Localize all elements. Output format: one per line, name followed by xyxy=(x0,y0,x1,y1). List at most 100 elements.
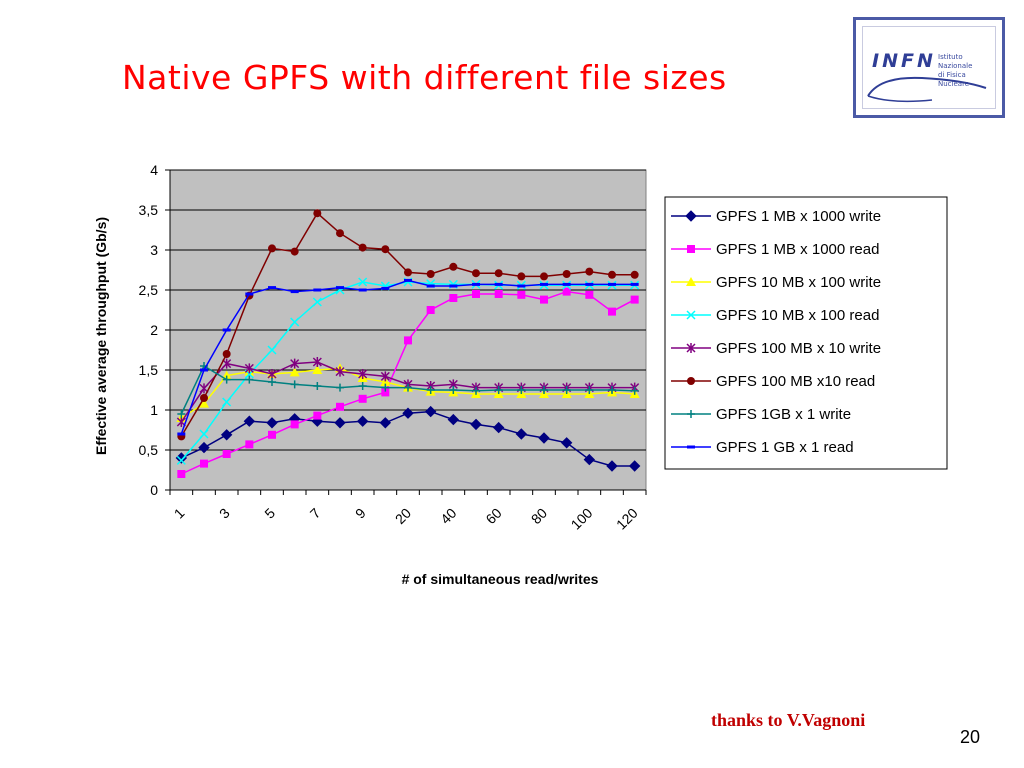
y-tick-label: 0,5 xyxy=(139,442,159,458)
data-point xyxy=(245,440,254,449)
data-point xyxy=(244,363,254,374)
data-point xyxy=(380,377,391,386)
data-point xyxy=(176,455,186,465)
legend-entry: GPFS 1 MB x 1000 write xyxy=(671,208,881,225)
data-point xyxy=(356,415,369,427)
data-point xyxy=(449,284,458,288)
data-point xyxy=(517,272,526,281)
data-point xyxy=(222,375,231,384)
data-point xyxy=(540,386,548,394)
data-point xyxy=(381,388,390,397)
y-tick-label: 1 xyxy=(150,402,158,418)
x-tick-label: 20 xyxy=(392,505,414,527)
legend-label: GPFS 100 MB x10 read xyxy=(716,373,875,390)
y-axis-label: Effective average throughput (Gb/s) xyxy=(93,217,109,455)
data-point-stroke xyxy=(267,345,277,355)
data-point xyxy=(472,290,480,298)
legend-marker xyxy=(686,343,696,353)
data-point xyxy=(222,358,232,369)
data-point xyxy=(540,272,548,281)
data-point xyxy=(220,429,233,441)
legend-entry: GPFS 1 GB x 1 read xyxy=(671,439,854,456)
data-point xyxy=(379,417,392,429)
data-point xyxy=(494,290,503,298)
data-point xyxy=(336,229,344,238)
data-point xyxy=(268,286,276,290)
data-point xyxy=(562,287,571,296)
data-point xyxy=(472,269,480,278)
data-point xyxy=(630,386,639,395)
legend-entry: GPFS 100 MB x 10 write xyxy=(671,340,881,357)
data-point xyxy=(312,365,323,374)
data-point xyxy=(336,286,344,290)
data-point xyxy=(358,288,367,292)
data-point xyxy=(245,292,254,296)
data-point xyxy=(290,247,299,256)
data-point xyxy=(313,288,322,292)
data-point xyxy=(540,295,548,304)
data-point-stroke xyxy=(312,297,322,307)
data-point xyxy=(177,470,186,478)
data-point xyxy=(560,437,573,449)
data-point xyxy=(494,386,503,394)
y-tick-label: 2,5 xyxy=(139,282,159,298)
y-tick-label: 2 xyxy=(150,322,158,338)
data-point xyxy=(267,369,277,379)
series-2 xyxy=(177,287,639,478)
data-point xyxy=(312,297,322,307)
legend-entry: GPFS 1GB x 1 write xyxy=(671,406,851,423)
legend-entry: GPFS 1 MB x 1000 read xyxy=(671,241,879,258)
data-point xyxy=(177,410,186,418)
data-point xyxy=(606,460,618,472)
page-number: 20 xyxy=(960,727,981,747)
data-point xyxy=(381,286,390,290)
data-point xyxy=(290,358,300,369)
data-point xyxy=(245,375,254,384)
data-point xyxy=(404,278,412,282)
data-point xyxy=(517,386,526,394)
data-point xyxy=(313,411,322,420)
data-point xyxy=(289,367,300,377)
data-point xyxy=(336,402,344,411)
legend-entry: GPFS 10 MB x 100 write xyxy=(671,274,881,291)
data-point xyxy=(494,282,503,286)
logo-text: INFN xyxy=(872,50,936,72)
data-point xyxy=(402,407,414,419)
data-point xyxy=(426,306,435,314)
legend-marker xyxy=(686,310,696,320)
data-point-stroke xyxy=(199,429,209,439)
data-point xyxy=(630,282,639,286)
data-point xyxy=(585,290,594,299)
data-point xyxy=(449,262,458,271)
slide-title: Native GPFS with different file sizes xyxy=(122,58,727,97)
data-point xyxy=(583,453,596,466)
data-point xyxy=(358,394,367,403)
data-point xyxy=(268,430,276,439)
data-point xyxy=(492,421,505,434)
y-tick-label: 3,5 xyxy=(139,202,159,218)
data-point xyxy=(290,380,299,389)
x-tick-label: 60 xyxy=(482,505,504,527)
data-point xyxy=(449,386,458,394)
data-point xyxy=(608,270,616,279)
data-point xyxy=(222,450,231,458)
legend-marker xyxy=(687,245,695,253)
legend-label: GPFS 1 MB x 1000 read xyxy=(716,241,879,258)
x-axis-label: # of simultaneous read/writes xyxy=(402,571,599,587)
data-point xyxy=(199,398,209,408)
data-point xyxy=(517,284,526,288)
logo-frame xyxy=(862,26,996,109)
data-point xyxy=(472,386,480,395)
series-7 xyxy=(177,362,639,418)
data-point xyxy=(380,371,390,382)
legend-label: GPFS 10 MB x 100 read xyxy=(716,307,879,324)
data-point xyxy=(381,245,390,254)
series-8 xyxy=(177,278,639,436)
data-point xyxy=(470,418,482,431)
legend-label: GPFS 10 MB x 100 write xyxy=(716,274,881,291)
data-point xyxy=(358,382,367,390)
data-point xyxy=(336,383,344,392)
infn-logo: INFN Istituto Nazionale di Fisica Nuclea… xyxy=(853,17,1005,118)
x-tick-label: 80 xyxy=(528,505,550,527)
data-point xyxy=(426,386,435,394)
